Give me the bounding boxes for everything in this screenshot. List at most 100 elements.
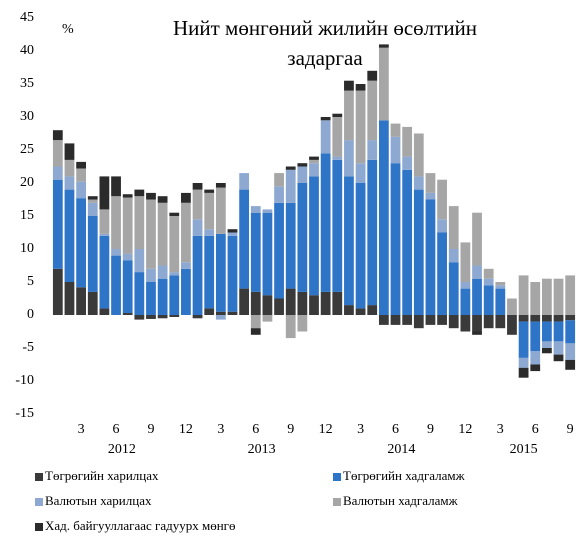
bar-segment <box>413 315 424 329</box>
bar-segment <box>472 315 482 332</box>
bar-segment <box>204 235 215 309</box>
bar-segment <box>437 315 447 325</box>
bar-segment <box>378 44 389 48</box>
x-tick-label: 9 <box>427 422 434 437</box>
title-line: Нийт мөнгөний жилийн өсөлтийн <box>173 16 477 40</box>
bar-segment <box>122 194 133 198</box>
bar-segment <box>472 212 482 266</box>
bar-segment <box>320 117 331 121</box>
bar-segment <box>169 275 180 315</box>
bar-segment <box>76 198 87 288</box>
title-line: задаргаа <box>287 46 363 70</box>
bar-segment <box>64 176 75 190</box>
bar-segment <box>413 133 424 177</box>
bar-segment <box>285 288 296 315</box>
x-tick-label: 6 <box>252 422 259 437</box>
bar-segment <box>448 206 459 249</box>
bar-segment <box>99 176 110 210</box>
bar-segment <box>169 315 180 317</box>
bar-segment <box>146 199 156 269</box>
bar-segment <box>507 298 517 315</box>
bar-segment <box>309 156 319 160</box>
bar-segment <box>460 242 471 282</box>
bar-segment <box>181 262 191 269</box>
bar-segment <box>320 153 331 292</box>
bar-segment <box>239 189 250 289</box>
bar-segment <box>332 156 343 160</box>
y-tick-label: 25 <box>20 142 34 157</box>
bar-segment <box>157 196 168 203</box>
bar-segment <box>367 80 378 141</box>
bar-segment <box>111 255 121 315</box>
bar-segment <box>99 235 110 309</box>
bar-segment <box>52 166 63 180</box>
bar-segment <box>274 186 284 203</box>
bar-segment <box>297 315 308 332</box>
bar-segment <box>262 295 273 315</box>
bar-segment <box>204 308 215 315</box>
bar-segment <box>390 123 401 137</box>
bar-segment <box>274 173 284 187</box>
bar-segment <box>367 140 378 160</box>
bar-segment <box>530 364 541 372</box>
legend-swatch <box>35 498 43 506</box>
bar-segment <box>518 367 529 378</box>
bar-segment <box>285 315 296 339</box>
bar-segment <box>518 357 529 368</box>
y-tick-label: 35 <box>20 76 34 91</box>
bar-segment <box>530 351 541 365</box>
bar-segment <box>355 163 366 183</box>
bar-segment <box>87 196 98 200</box>
bar-segment <box>250 206 261 213</box>
legend-swatch <box>333 498 341 506</box>
bar-segment <box>518 321 529 358</box>
bar-segment <box>297 163 308 167</box>
bar-segment <box>215 187 226 234</box>
bar-segment <box>285 166 296 170</box>
bar-segment <box>320 291 331 315</box>
x-tick-label: 12 <box>458 422 472 437</box>
bar-segment <box>262 315 273 322</box>
bar-segment <box>146 282 156 315</box>
bar-segment <box>495 315 506 329</box>
x-tick-label: 3 <box>357 422 364 437</box>
x-tick-label: 9 <box>147 422 154 437</box>
year-label: 2012 <box>108 442 136 457</box>
bar-segment <box>553 315 564 322</box>
bar-segment <box>111 196 121 249</box>
bar-segment <box>448 262 459 315</box>
bar-segment <box>64 189 75 282</box>
bar-segment <box>460 315 471 332</box>
bar-segment <box>64 159 75 177</box>
bar-segment <box>344 140 354 177</box>
bar-segment <box>553 341 564 355</box>
bar-segment <box>565 320 576 344</box>
bar-segment <box>378 315 389 325</box>
bar-segment <box>157 315 168 319</box>
x-tick-label: 12 <box>179 422 193 437</box>
bar-segment <box>565 275 576 315</box>
y-tick-label: -10 <box>15 373 34 388</box>
bar-segment <box>87 216 98 292</box>
chart-title: Нийт мөнгөний жилийн өсөлтийн задаргаа <box>173 16 477 70</box>
bar-segment <box>495 285 506 289</box>
bar-segment <box>541 321 552 342</box>
bar-segment <box>215 233 226 312</box>
bar-segment <box>565 343 576 360</box>
bar-segment <box>332 291 343 315</box>
bar-segment <box>390 163 401 315</box>
bar-segment <box>367 70 378 81</box>
bar-segment <box>52 130 63 141</box>
bar-segment <box>239 173 250 190</box>
bar-segment <box>437 232 447 315</box>
bar-segment <box>355 90 366 164</box>
bar-segment <box>87 291 98 315</box>
bar-segment <box>52 140 63 167</box>
legend-swatch <box>35 473 43 481</box>
bar-segment <box>530 315 541 322</box>
bar-segment <box>565 359 576 370</box>
bar-segment <box>378 120 389 315</box>
legend-label: Валютын харилцах <box>45 493 152 508</box>
bar-segment <box>111 176 121 197</box>
y-tick-label: 5 <box>27 274 34 289</box>
